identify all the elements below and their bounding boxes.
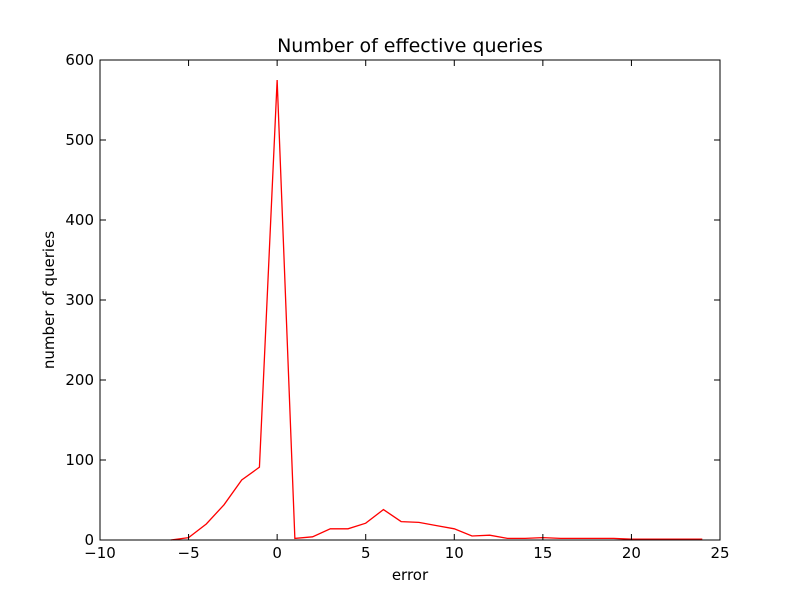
x-tick-label: 25 xyxy=(710,544,729,562)
x-tick-label: 15 xyxy=(533,544,552,562)
x-axis-label: error xyxy=(392,566,429,584)
x-tick-label: −5 xyxy=(178,544,200,562)
series-layer xyxy=(170,79,703,541)
tick-layer: −10 −5 0 5 10 15 20 25 0 100 200 300 400 500 600 xyxy=(65,51,729,562)
y-tick-label: 100 xyxy=(65,451,94,469)
x-tick-label: 20 xyxy=(622,544,641,562)
y-tick-label: 500 xyxy=(65,131,94,149)
y-tick-label: 0 xyxy=(84,531,94,549)
y-tick-label: 200 xyxy=(65,371,94,389)
series-line xyxy=(170,79,703,541)
y-axis-label: number of queries xyxy=(40,231,58,369)
plot-frame xyxy=(99,59,721,541)
x-tick-label: 5 xyxy=(361,544,371,562)
y-tick-label: 600 xyxy=(65,51,94,69)
chart-title: Number of effective queries xyxy=(277,35,543,57)
x-tick-label: 10 xyxy=(445,544,464,562)
y-tick-label: 400 xyxy=(65,211,94,229)
x-tick-label: 0 xyxy=(272,544,282,562)
x-tick-label: −10 xyxy=(84,544,116,562)
y-tick-label: 300 xyxy=(65,291,94,309)
